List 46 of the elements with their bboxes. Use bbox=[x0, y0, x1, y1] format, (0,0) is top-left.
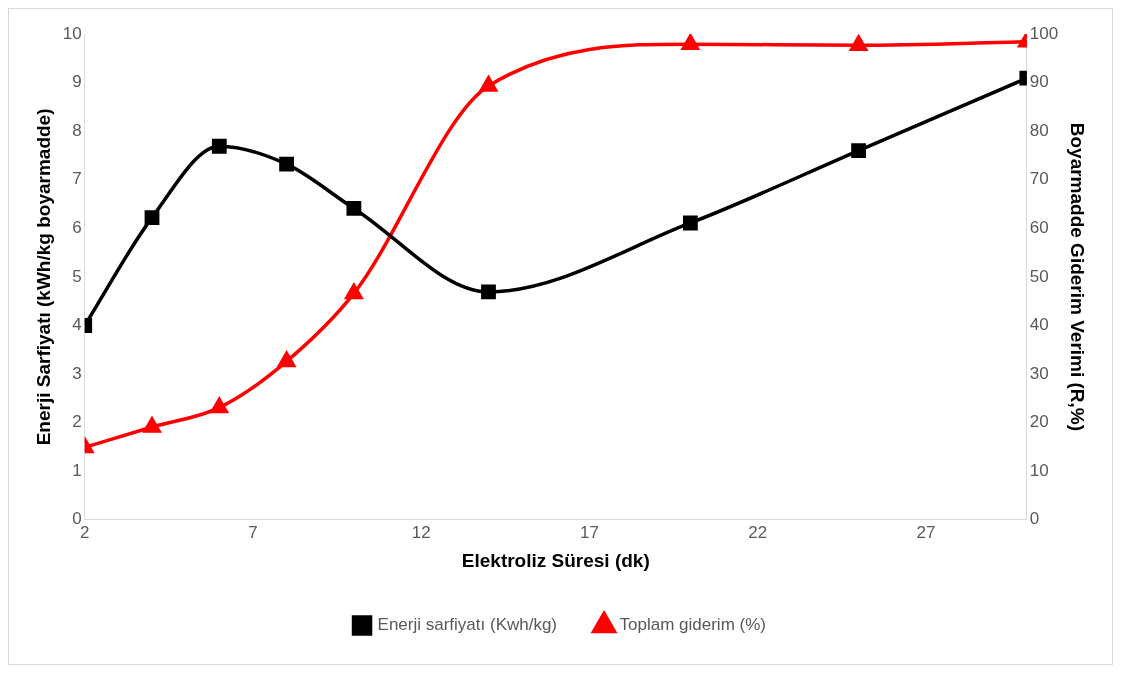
y-tick-label: 0 bbox=[72, 509, 82, 529]
y-tick-label: 9 bbox=[72, 72, 82, 92]
y2-tick-label: 20 bbox=[1029, 412, 1049, 432]
point bbox=[345, 283, 363, 300]
y-tick-label: 4 bbox=[72, 315, 82, 335]
y-axis-title: Enerji Sarfiyatı (kWh/kg boyarmadde) bbox=[32, 108, 54, 446]
y2-tick-label: 60 bbox=[1029, 218, 1049, 238]
y-tick-label: 3 bbox=[72, 363, 82, 383]
point bbox=[346, 201, 362, 216]
point bbox=[682, 215, 698, 231]
point bbox=[277, 351, 296, 368]
y-tick-label: 5 bbox=[72, 266, 82, 286]
legend-label: Toplam giderim (%) bbox=[619, 615, 766, 635]
y2-tick-label: 50 bbox=[1029, 266, 1049, 286]
point bbox=[143, 417, 161, 433]
y2-tick-label: 70 bbox=[1029, 169, 1049, 189]
point bbox=[681, 34, 700, 50]
x-tick-label: 7 bbox=[248, 522, 258, 542]
y2-tick-label: 40 bbox=[1029, 315, 1049, 335]
x-tick-label: 12 bbox=[411, 522, 431, 542]
x-tick-label: 27 bbox=[916, 522, 936, 542]
y-tick-label: 8 bbox=[72, 120, 82, 140]
y-tick-label: 6 bbox=[72, 218, 82, 238]
x-tick-label: 17 bbox=[579, 522, 599, 542]
point bbox=[481, 284, 496, 300]
point bbox=[849, 35, 868, 51]
y-tick-label: 10 bbox=[62, 23, 82, 43]
point bbox=[210, 397, 228, 414]
x-axis-title: Elektroliz Süresi (dk) bbox=[461, 549, 650, 571]
point bbox=[211, 138, 227, 154]
y-tick-label: 7 bbox=[72, 169, 82, 189]
y2-tick-label: 0 bbox=[1029, 509, 1040, 529]
y2-axis-title: Boyarmadde Giderim Verimi (R,%) bbox=[1067, 122, 1089, 432]
point bbox=[279, 156, 294, 172]
y-tick-label: 1 bbox=[72, 460, 82, 480]
y2-tick-label: 10 bbox=[1029, 460, 1049, 480]
y2-tick-label: 90 bbox=[1029, 72, 1049, 92]
y2-tick-label: 80 bbox=[1029, 120, 1049, 140]
y2-tick-label: 100 bbox=[1029, 23, 1059, 43]
point bbox=[479, 76, 498, 92]
x-tick-label: 22 bbox=[748, 522, 768, 542]
point bbox=[851, 143, 867, 158]
y2-tick-label: 30 bbox=[1029, 363, 1049, 383]
point bbox=[144, 210, 160, 226]
legend-label: Enerji sarfiyatı (Kwh/kg) bbox=[377, 615, 558, 635]
y-tick-label: 2 bbox=[72, 412, 82, 432]
